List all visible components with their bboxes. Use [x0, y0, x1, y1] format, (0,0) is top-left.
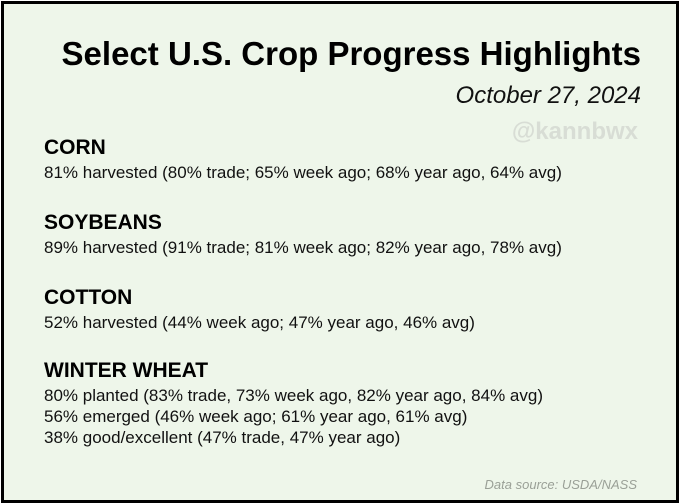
- section-heading: SOYBEANS: [44, 211, 162, 234]
- section-line: 38% good/excellent (47% trade, 47% year …: [44, 428, 401, 447]
- report-date: October 27, 2024: [455, 82, 641, 109]
- section-heading: COTTON: [44, 286, 133, 309]
- section-winter-wheat: WINTER WHEAT 80% planted (83% trade, 73%…: [44, 358, 543, 448]
- section-line: 80% planted (83% trade, 73% week ago, 82…: [44, 386, 543, 405]
- section-cotton: COTTON 52% harvested (44% week ago; 47% …: [44, 285, 475, 333]
- section-corn: CORN 81% harvested (80% trade; 65% week …: [44, 135, 562, 183]
- watermark-handle: @kannbwx: [511, 118, 638, 145]
- section-line: 52% harvested (44% week ago; 47% year ag…: [44, 313, 475, 332]
- section-soybeans: SOYBEANS 89% harvested (91% trade; 81% w…: [44, 210, 562, 258]
- section-line: 81% harvested (80% trade; 65% week ago; …: [44, 163, 562, 182]
- data-source-note: Data source: USDA/NASS: [484, 477, 637, 492]
- section-heading: WINTER WHEAT: [44, 359, 209, 382]
- section-line: 56% emerged (46% week ago; 61% year ago,…: [44, 407, 468, 426]
- page-title: Select U.S. Crop Progress Highlights: [61, 35, 641, 72]
- section-heading: CORN: [44, 136, 106, 159]
- section-line: 89% harvested (91% trade; 81% week ago; …: [44, 238, 562, 257]
